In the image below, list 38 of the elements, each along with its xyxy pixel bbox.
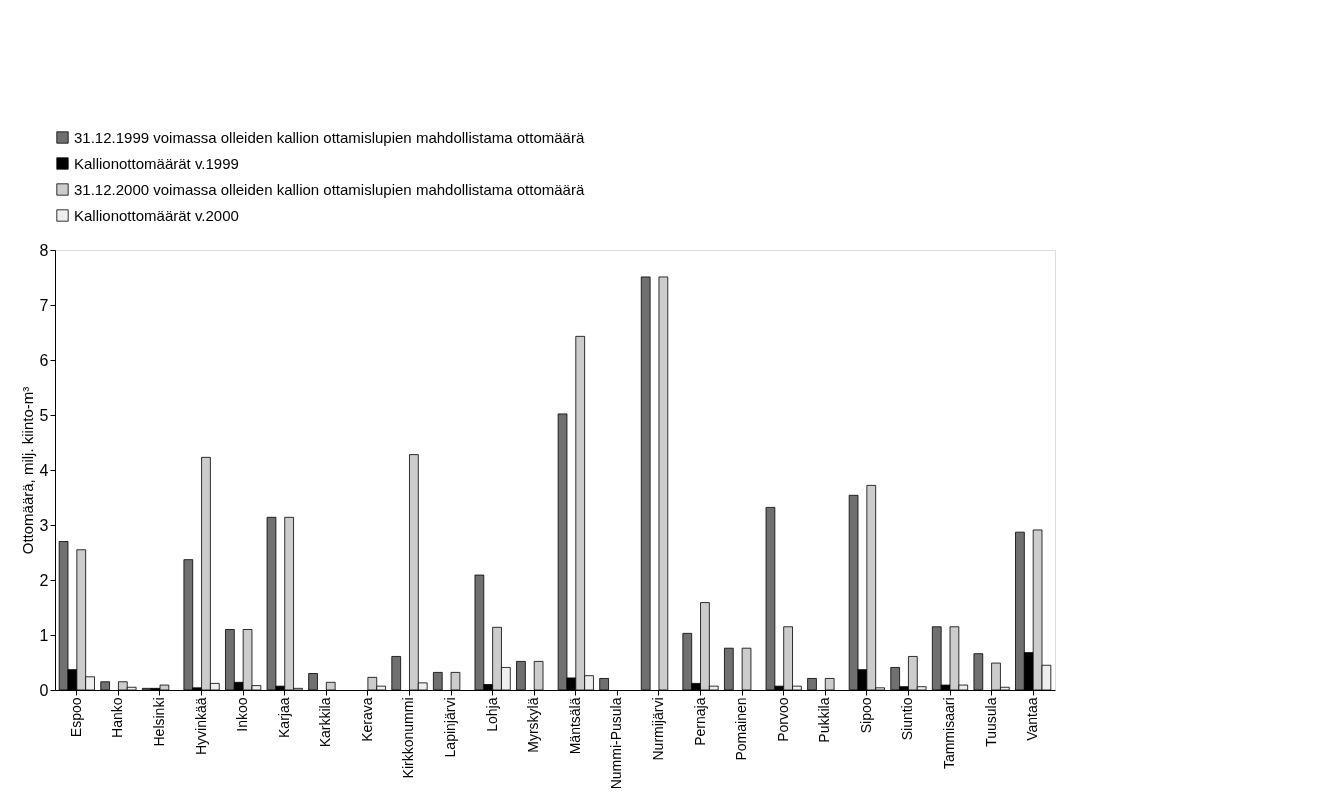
x-tick-label: Karjaa	[275, 697, 292, 738]
x-tick-label: Porvoo	[774, 697, 791, 742]
legend-label: 31.12.1999 voimassa olleiden kallion ottamislupien mahdollistama ottomäärä	[74, 128, 585, 146]
y-tick-label: 7	[39, 296, 49, 314]
x-tick-label: Espoo	[67, 697, 84, 738]
x-tick-label: Vantaa	[1024, 697, 1041, 741]
x-tick-label: Inkoo	[234, 697, 251, 732]
x-tick-label: Mäntsälä	[566, 697, 583, 755]
x-tick-label: Hyvinkää	[192, 697, 209, 756]
x-tick-label: Nurmijärvi	[649, 697, 666, 761]
x-tick-label: Pomainen	[733, 697, 750, 761]
legend-label: Kallionottomäärät v.1999	[74, 154, 239, 172]
x-tick-label: Lohja	[483, 697, 500, 732]
x-tick-label: Lapinjärvi	[442, 697, 459, 758]
y-axis-title: Ottomäärä, milj. kiinto-m³	[18, 386, 36, 555]
x-tick-label: Kirkkonummi	[400, 697, 417, 779]
y-tick-label: 3	[39, 516, 49, 534]
legend-label: 31.12.2000 voimassa olleiden kallion ottamislupien mahdollistama ottomäärä	[74, 180, 585, 198]
x-tick-label: Siuntio	[899, 697, 916, 741]
y-tick-label: 5	[39, 406, 49, 424]
x-tick-label: Karkkila	[317, 697, 334, 748]
x-tick-label: Hanko	[109, 697, 126, 738]
y-tick-label: 1	[39, 626, 49, 644]
x-tick-label: Myrskylä	[525, 697, 542, 753]
x-tick-label: Tammisaari	[941, 697, 958, 770]
x-tick-label: Pukkila	[816, 697, 833, 743]
y-tick-label: 0	[39, 681, 49, 699]
x-tick-label: Kerava	[358, 697, 375, 742]
x-tick-label: Sipoo	[857, 697, 874, 734]
y-tick-label: 4	[39, 461, 49, 479]
y-tick-label: 8	[39, 241, 49, 259]
x-tick-label: Nummi-Pusula	[608, 697, 625, 790]
x-tick-label: Helsinki	[150, 697, 167, 747]
y-tick-label: 2	[39, 571, 49, 589]
x-tick-label: Pernaja	[691, 697, 708, 746]
y-tick-label: 6	[39, 351, 49, 369]
x-tick-label: Tuusula	[982, 697, 999, 747]
legend-label: Kallionottomäärät v.2000	[74, 206, 239, 224]
